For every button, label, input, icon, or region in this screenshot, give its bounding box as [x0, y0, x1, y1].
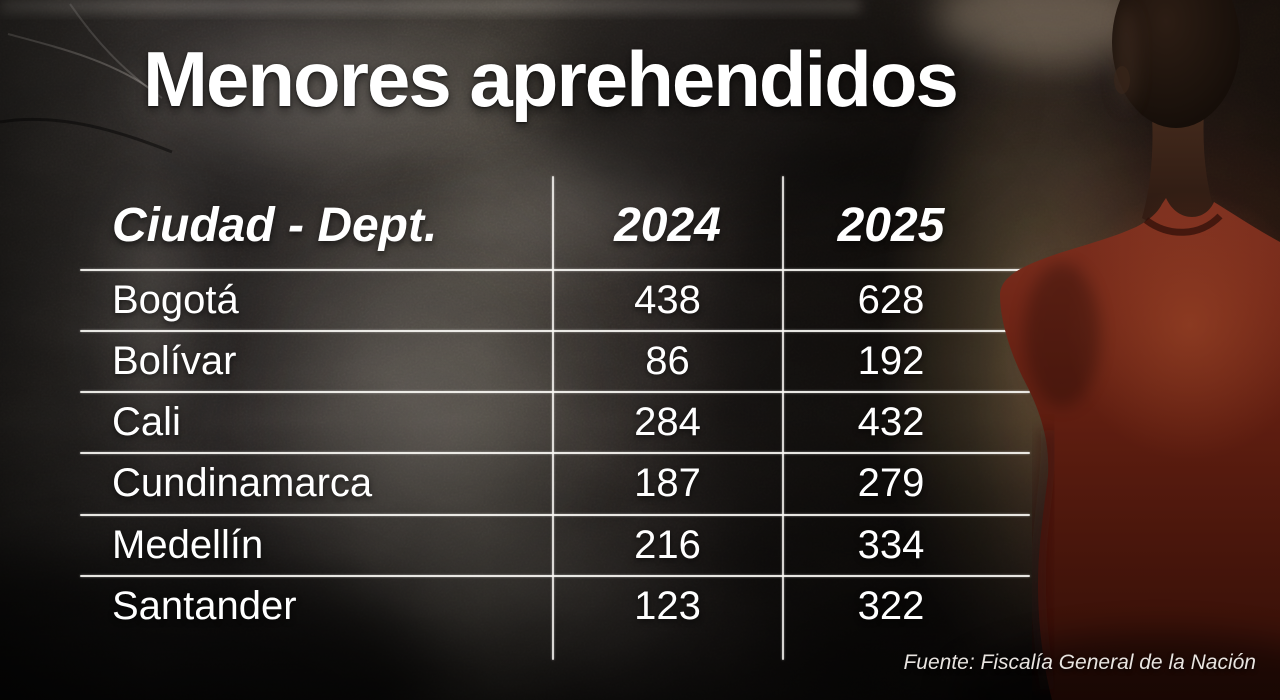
city-name: Bogotá: [112, 278, 239, 322]
table-row: Bogotá 438 628: [80, 270, 1030, 331]
city-name: Cundinamarca: [112, 461, 373, 505]
header-city-column: Ciudad - Dept.: [112, 198, 438, 252]
value-2025: 279: [857, 461, 925, 505]
table-row: Cali 284 432: [80, 392, 1030, 453]
value-2025: 334: [857, 523, 925, 567]
value-2024: 284: [634, 400, 701, 444]
city-name: Bolívar: [112, 339, 237, 383]
table-header-row: Ciudad - Dept. 2024 2025: [80, 182, 1030, 268]
value-2025: 322: [857, 584, 925, 628]
header-2024-column: 2024: [614, 198, 721, 252]
value-2024: 216: [634, 523, 701, 567]
page-title: Menores aprehendidos: [143, 35, 959, 123]
header-2025-column: 2025: [837, 198, 945, 252]
city-name: Medellín: [112, 523, 264, 567]
value-2024: 86: [645, 339, 690, 383]
table-row: Santander 123 322: [80, 576, 1030, 637]
table-row: Medellín 216 334: [80, 515, 1030, 576]
value-2025: 628: [857, 278, 925, 322]
person-shirt: [1000, 198, 1280, 700]
value-2024: 187: [634, 461, 701, 505]
person-shirt-collar: [1143, 213, 1223, 236]
value-2025: 192: [857, 339, 925, 383]
person-neck: [1142, 110, 1216, 230]
value-2025: 432: [857, 400, 925, 444]
source-credit: Fuente: Fiscalía General de la Nación: [903, 651, 1256, 674]
person-head: [1112, 0, 1240, 128]
value-2024: 123: [634, 584, 701, 628]
table-row: Cundinamarca 187 279: [80, 453, 1030, 514]
city-name: Cali: [112, 400, 181, 444]
table-row: Bolívar 86 192: [80, 331, 1030, 392]
value-2024: 438: [634, 278, 701, 322]
city-name: Santander: [112, 584, 297, 628]
